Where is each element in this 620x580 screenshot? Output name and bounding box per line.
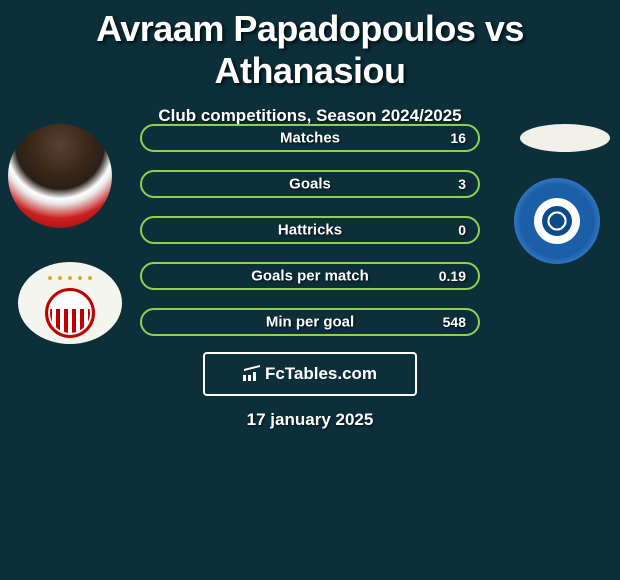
player2-club-badge bbox=[514, 178, 600, 264]
stat-label: Hattricks bbox=[278, 222, 342, 239]
stat-value-right: 548 bbox=[443, 314, 466, 330]
stat-row-goals: Goals 3 bbox=[140, 170, 480, 198]
chart-icon bbox=[243, 367, 261, 381]
date-line: 17 january 2025 bbox=[0, 410, 620, 430]
stat-row-mpg: Min per goal 548 bbox=[140, 308, 480, 336]
stat-label: Goals per match bbox=[251, 268, 369, 285]
stat-value-right: 3 bbox=[458, 176, 466, 192]
stat-rows: Matches 16 Goals 3 Hattricks 0 Goals per… bbox=[140, 124, 480, 354]
player1-avatar bbox=[8, 124, 112, 228]
brand-box: FcTables.com bbox=[203, 352, 417, 396]
stat-label: Matches bbox=[280, 130, 340, 147]
brand-text: FcTables.com bbox=[265, 364, 377, 384]
page-subtitle: Club competitions, Season 2024/2025 bbox=[0, 106, 620, 126]
stat-label: Goals bbox=[289, 176, 331, 193]
stat-label: Min per goal bbox=[266, 314, 354, 331]
stat-row-hattricks: Hattricks 0 bbox=[140, 216, 480, 244]
stat-row-matches: Matches 16 bbox=[140, 124, 480, 152]
player1-club-badge bbox=[18, 262, 122, 344]
stat-value-right: 0.19 bbox=[439, 268, 466, 284]
page-title: Avraam Papadopoulos vs Athanasiou bbox=[0, 0, 620, 92]
stat-value-right: 16 bbox=[450, 130, 466, 146]
stat-row-gpm: Goals per match 0.19 bbox=[140, 262, 480, 290]
player2-avatar bbox=[520, 124, 610, 152]
stat-value-right: 0 bbox=[458, 222, 466, 238]
